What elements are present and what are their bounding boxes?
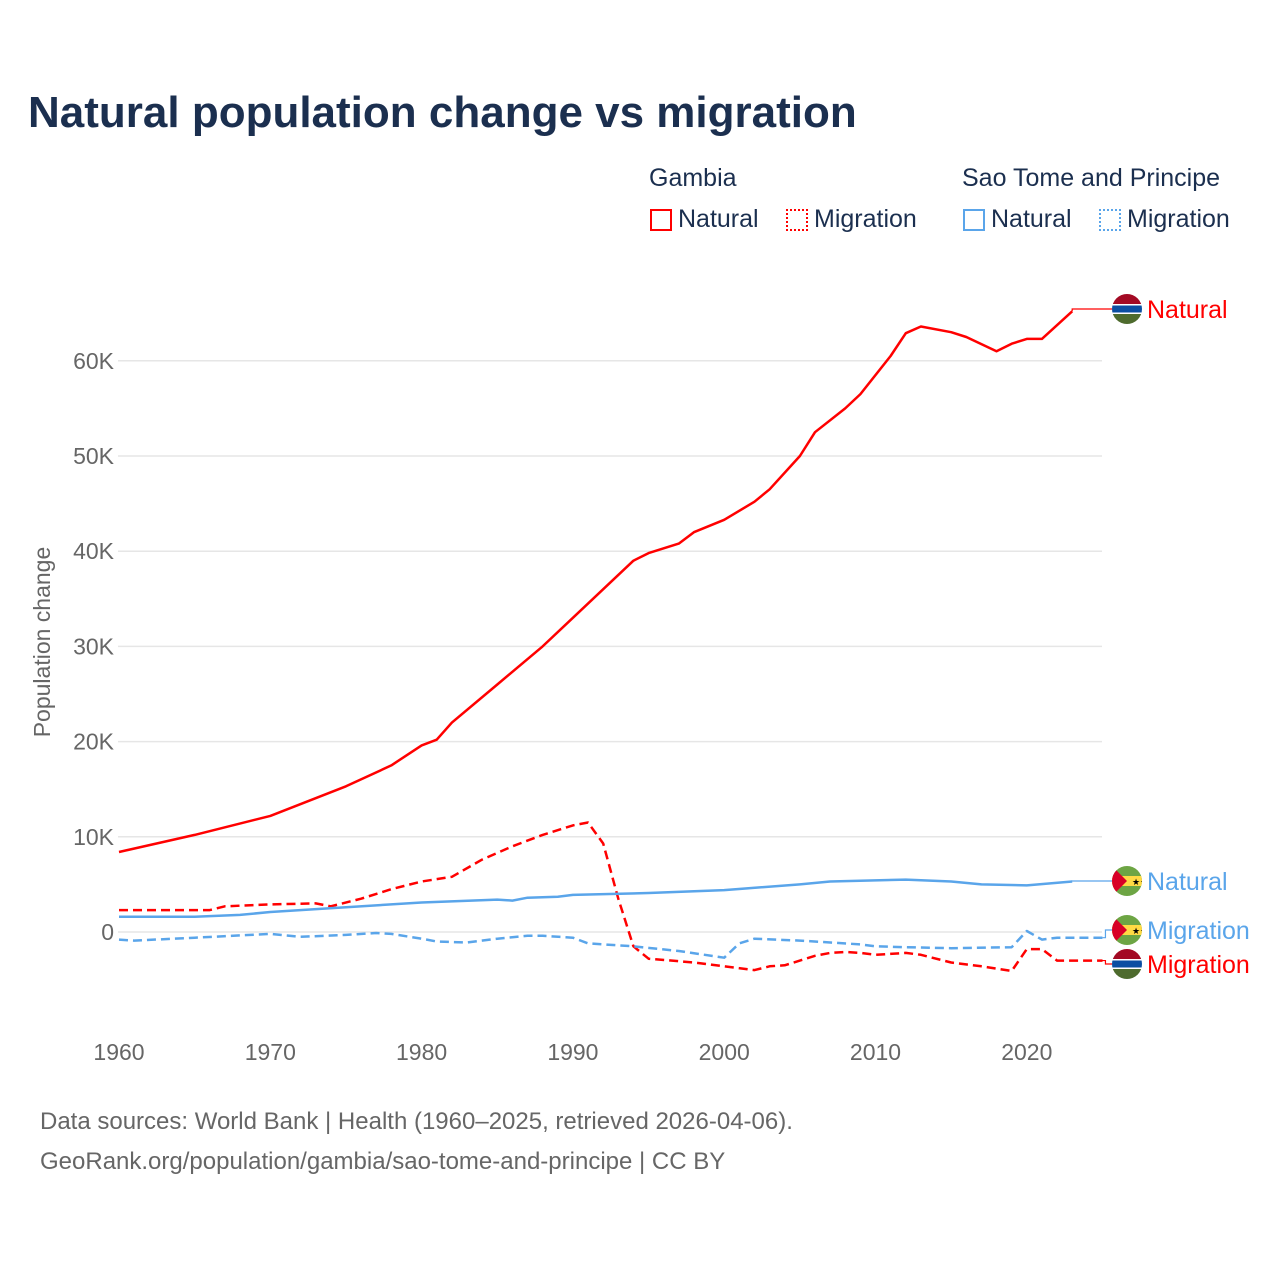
end-label: Migration xyxy=(1147,917,1250,945)
series-line-gambia-natural xyxy=(118,310,1074,854)
legend-item-stp-migration[interactable]: Migration xyxy=(1099,205,1230,234)
gambia-flag-icon xyxy=(1112,294,1142,324)
end-label: Natural xyxy=(1147,868,1228,896)
y-tick-label: 0 xyxy=(101,919,114,945)
y-tick-label: 40K xyxy=(73,538,115,564)
legend-label: Migration xyxy=(814,205,917,233)
legend-item-gambia-migration[interactable]: Migration xyxy=(786,205,917,234)
series-line-sao-tome-and-principe-natural xyxy=(119,878,1073,919)
y-tick-label: 50K xyxy=(73,443,115,469)
legend-swatch-dotted xyxy=(1099,208,1121,231)
x-tick-label: 1990 xyxy=(547,1039,598,1065)
x-tick-label: 1970 xyxy=(245,1039,296,1065)
legend-group-stp: Sao Tome and Principe xyxy=(962,164,1221,192)
end-label: Migration xyxy=(1147,951,1250,979)
label-connector xyxy=(1102,959,1112,965)
footer-sources: Data sources: World Bank | Health (1960–… xyxy=(40,1108,793,1135)
y-tick-label: 20K xyxy=(73,729,115,755)
gambia-flag-icon xyxy=(1112,949,1142,979)
chart-title: Natural population change vs migration xyxy=(28,88,857,137)
y-tick-label: 10K xyxy=(73,824,115,850)
stp-flag-icon: ★★ xyxy=(1112,915,1148,945)
end-label: Natural xyxy=(1147,296,1228,324)
x-tick-label: 1960 xyxy=(93,1039,144,1065)
series-line-sao-tome-and-principe-migration xyxy=(118,929,1103,959)
legend-item-gambia-natural[interactable]: Natural xyxy=(650,205,759,234)
legend-label: Natural xyxy=(678,205,759,233)
legend-label: Natural xyxy=(991,205,1072,233)
legend-swatch-solid xyxy=(650,208,672,231)
legend-swatch-dotted xyxy=(786,208,808,231)
label-connector xyxy=(1071,880,1112,882)
series-line-gambia-migration xyxy=(119,821,1103,973)
svg-text:★★: ★★ xyxy=(1132,877,1148,887)
svg-text:★★: ★★ xyxy=(1132,926,1148,936)
x-tick-label: 1980 xyxy=(396,1039,447,1065)
y-tick-label: 30K xyxy=(73,633,115,659)
y-axis-label: Population change xyxy=(29,547,55,738)
label-connector xyxy=(1102,929,1112,939)
label-connector xyxy=(1071,308,1112,312)
legend-item-stp-natural[interactable]: Natural xyxy=(963,205,1072,234)
footer-link[interactable]: GeoRank.org/population/gambia/sao-tome-a… xyxy=(40,1148,726,1175)
x-tick-label: 2000 xyxy=(699,1039,750,1065)
legend-group-gambia: Gambia xyxy=(649,164,737,192)
legend-label: Migration xyxy=(1127,205,1230,233)
y-tick-label: 60K xyxy=(73,348,115,374)
legend-swatch-solid xyxy=(963,208,985,231)
x-tick-label: 2010 xyxy=(850,1039,901,1065)
stp-flag-icon: ★★ xyxy=(1112,866,1148,896)
x-tick-label: 2020 xyxy=(1001,1039,1052,1065)
